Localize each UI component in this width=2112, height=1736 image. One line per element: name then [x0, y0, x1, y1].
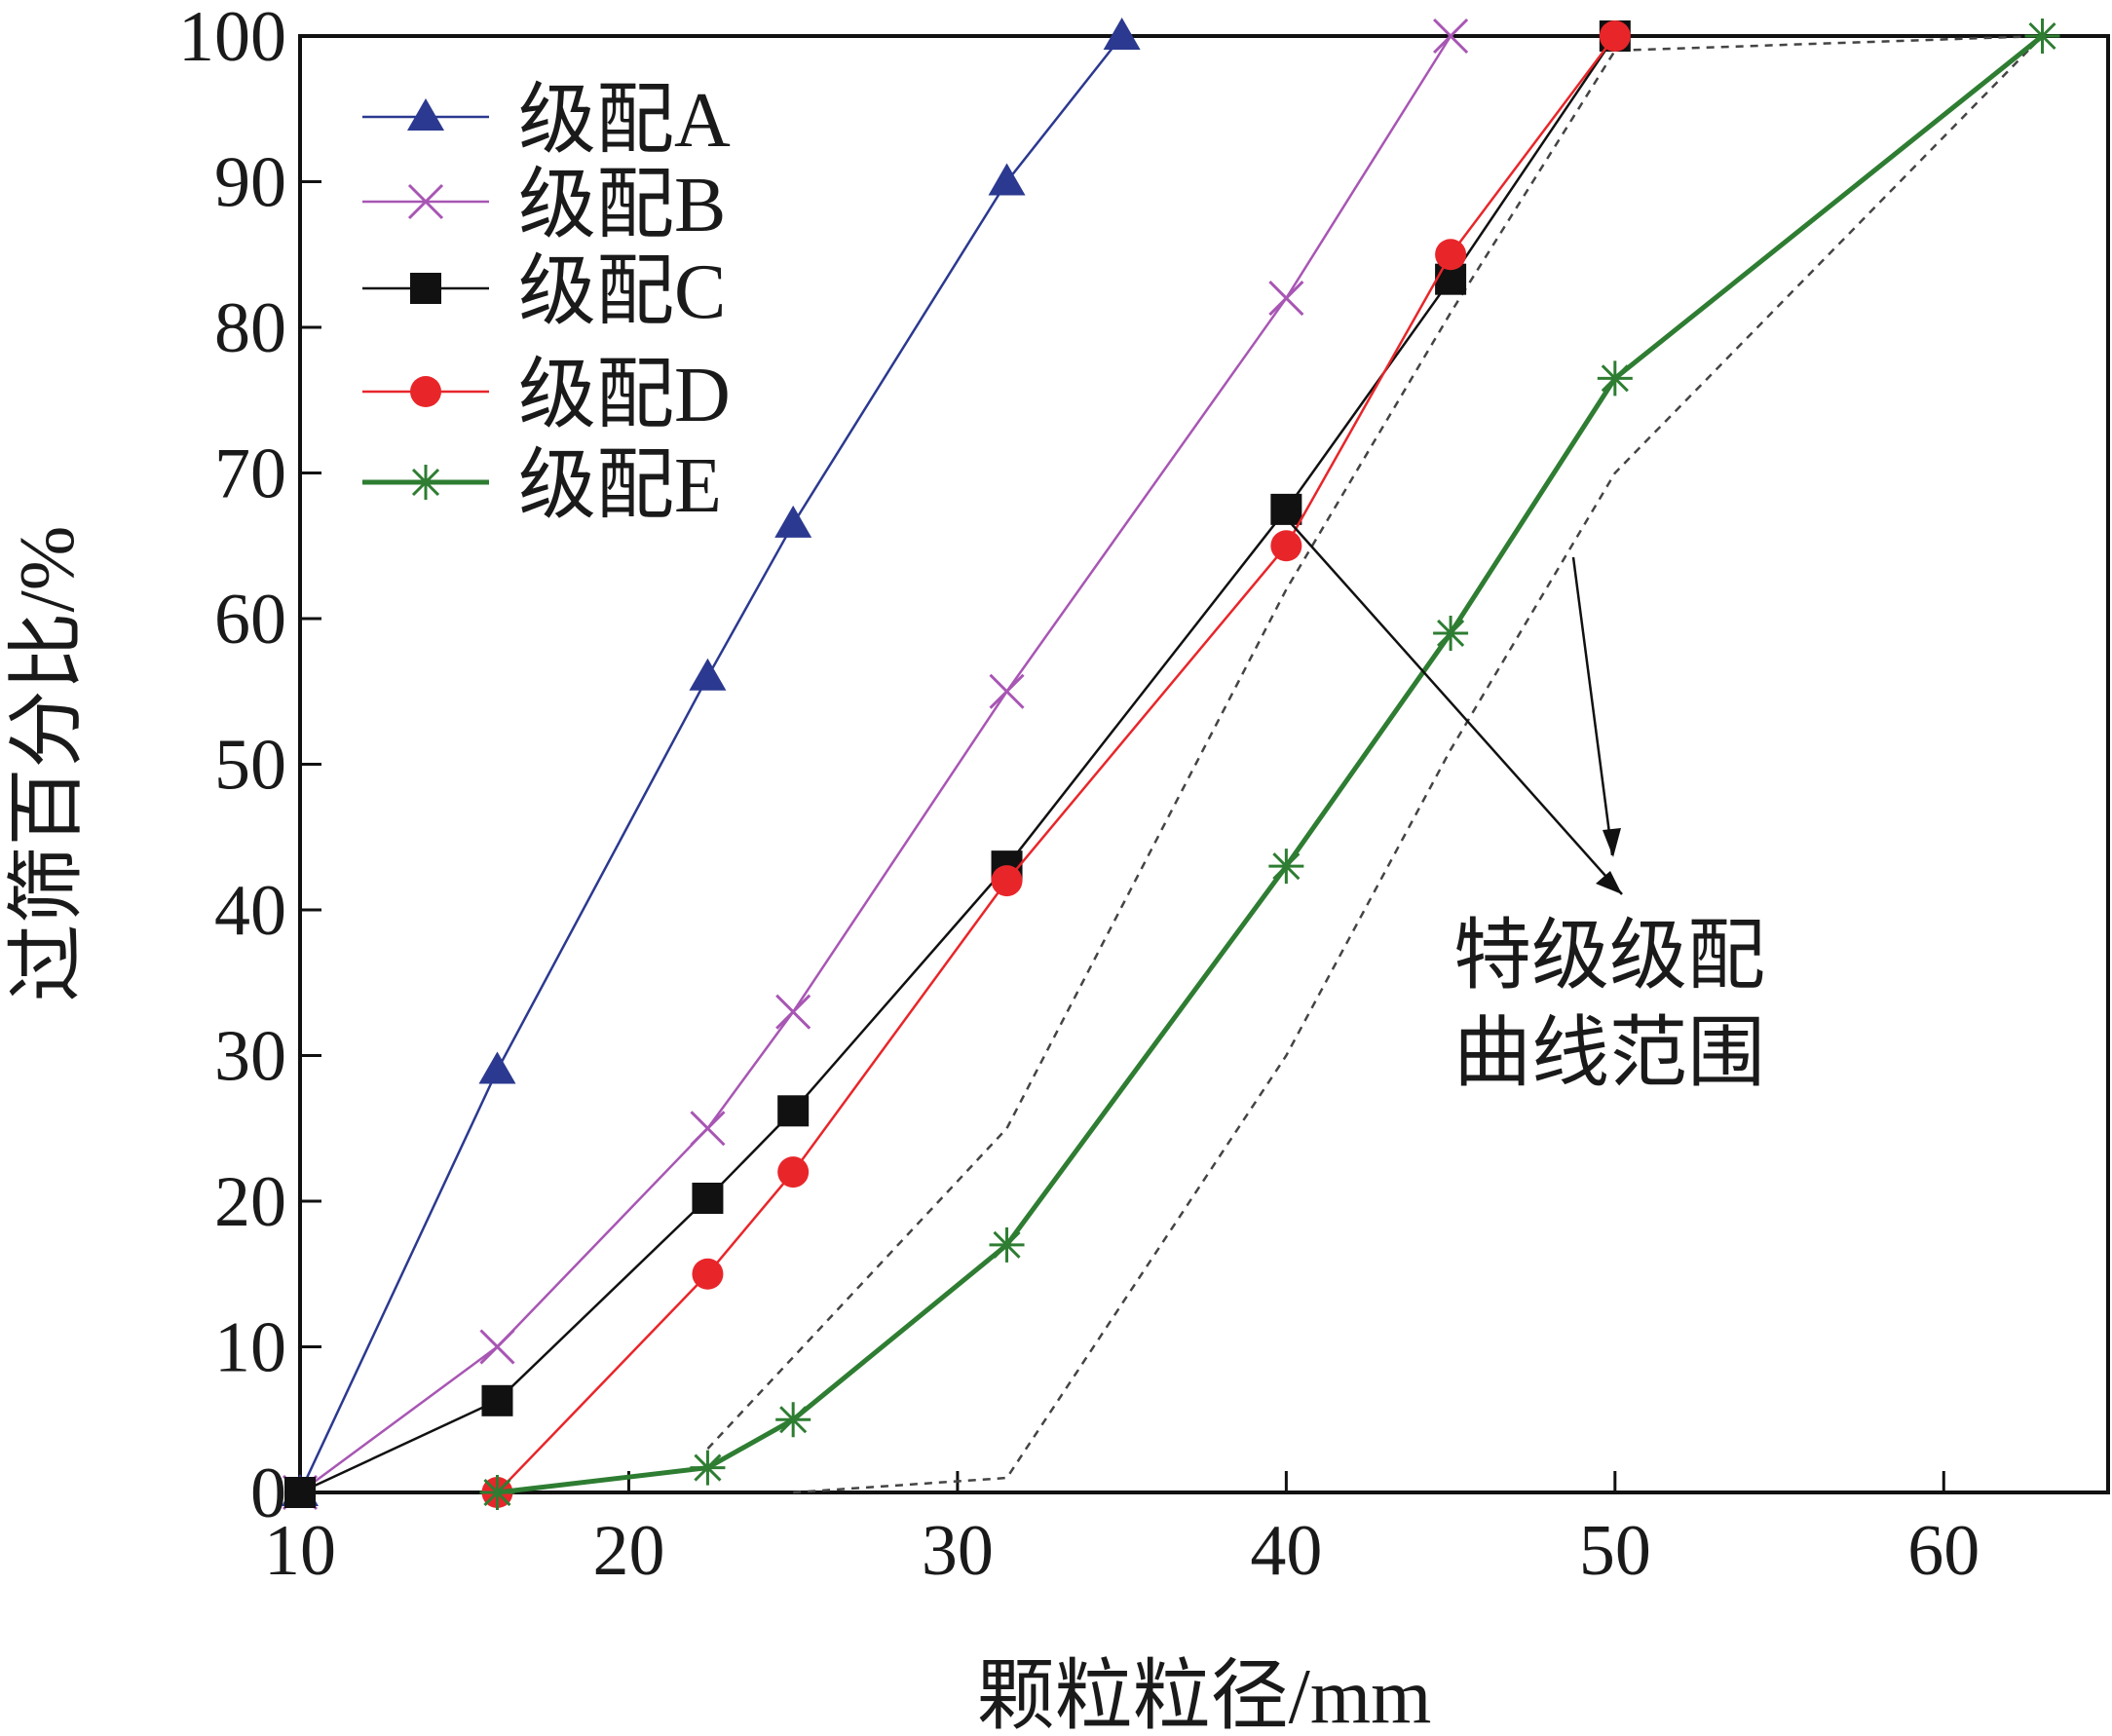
x-axis-title: 颗粒粒径/mm: [977, 1654, 1432, 1736]
series-lines: [282, 18, 2060, 1511]
data-point-3-6: [1270, 493, 1302, 525]
annotation-arrow-2: [1571, 556, 1614, 856]
data-point-5-8: [2024, 19, 2060, 54]
data-point-1-2: [478, 1051, 516, 1084]
legend-marker-1: [407, 98, 444, 131]
series-line-5: [497, 34, 2045, 1495]
series-4: [481, 20, 1631, 1508]
legend-marker-3: [410, 273, 441, 304]
data-point-4-3: [777, 1156, 810, 1189]
legend-label-3: 级配C: [518, 249, 726, 335]
x-tick-label: 30: [922, 1511, 994, 1591]
grading-envelope: [706, 34, 2044, 1494]
y-tick-label: 20: [214, 1162, 286, 1242]
data-point-5-7: [1597, 360, 1633, 396]
x-tick-label: 50: [1579, 1511, 1651, 1591]
annotation-arrow-1: [1290, 522, 1623, 895]
data-point-3-3: [692, 1183, 724, 1215]
data-point-4-6: [1435, 239, 1467, 271]
series-line-1: [298, 35, 1123, 1493]
y-tick-label: 50: [214, 726, 286, 806]
legend-marker-2: [407, 183, 444, 220]
legend-label-1: 级配A: [518, 78, 731, 164]
data-point-4-2: [692, 1258, 724, 1290]
legend-item-2: 级配B: [362, 163, 726, 248]
y-tick-label: 40: [214, 871, 286, 951]
legend-item-4: 级配D: [362, 353, 731, 438]
data-point-5-3: [775, 1402, 811, 1438]
data-point-1-5: [988, 163, 1026, 196]
x-tick-label: 40: [1250, 1511, 1322, 1591]
legend-item-1: 级配A: [362, 78, 731, 164]
series-3: [284, 20, 1631, 1508]
x-tick-label: 20: [592, 1511, 664, 1591]
envelope-annotation: 特级级配 曲线范围: [1290, 522, 1765, 1097]
y-tick-label: 70: [214, 434, 286, 514]
legend-marker-5: [408, 465, 443, 500]
data-point-2-4: [775, 994, 811, 1030]
data-point-2-2: [479, 1329, 515, 1365]
data-point-2-3: [690, 1111, 726, 1147]
series-line-2: [299, 35, 1452, 1494]
data-point-3-2: [481, 1384, 513, 1416]
series-5: [479, 19, 2060, 1510]
y-tick-label: 10: [214, 1308, 286, 1388]
data-point-1-3: [689, 658, 727, 691]
data-point-1-6: [1103, 18, 1141, 50]
series-line-3: [299, 35, 1616, 1494]
legend-item-5: 级配E: [362, 443, 722, 529]
data-point-3-1: [284, 1477, 316, 1508]
data-point-4-5: [1270, 530, 1302, 562]
data-point-5-6: [1433, 615, 1469, 651]
legend-item-3: 级配C: [362, 249, 726, 335]
envelope-line-2: [793, 35, 2044, 1494]
x-tick-label: 10: [264, 1511, 336, 1591]
data-point-2-6: [1268, 281, 1304, 317]
legend-marker-4: [410, 376, 441, 407]
y-tick-label: 30: [214, 1017, 286, 1097]
y-tick-label: 90: [214, 143, 286, 223]
data-point-2-5: [989, 673, 1025, 709]
data-point-4-7: [1599, 20, 1631, 52]
annotation-line-1: 特级级配: [1453, 914, 1765, 1000]
legend-label-5: 级配E: [518, 443, 722, 529]
annotation-arrowhead-1: [1596, 871, 1622, 894]
data-point-5-2: [690, 1450, 726, 1486]
y-tick-label: 60: [214, 580, 286, 660]
y-tick-label: 80: [214, 288, 286, 368]
axis-ticks: [298, 34, 1945, 1494]
annotation-arrowhead-2: [1603, 828, 1621, 857]
data-point-5-4: [989, 1227, 1025, 1263]
data-point-1-4: [774, 505, 812, 538]
data-point-4-4: [991, 865, 1023, 897]
data-point-2-7: [1433, 18, 1469, 55]
y-tick-label: 0: [250, 1453, 286, 1533]
annotation-line-2: 曲线范围: [1453, 1011, 1765, 1097]
y-tick-label: 100: [178, 0, 286, 77]
legend-label-2: 级配B: [518, 163, 726, 248]
data-point-5-5: [1268, 849, 1304, 885]
series-2: [282, 18, 1469, 1511]
legend-label-4: 级配D: [518, 353, 731, 438]
y-axis-title: 过筛百分比/%: [5, 526, 91, 1002]
x-tick-label: 60: [1907, 1511, 1980, 1591]
data-point-3-4: [777, 1095, 810, 1127]
data-point-5-1: [479, 1475, 515, 1510]
